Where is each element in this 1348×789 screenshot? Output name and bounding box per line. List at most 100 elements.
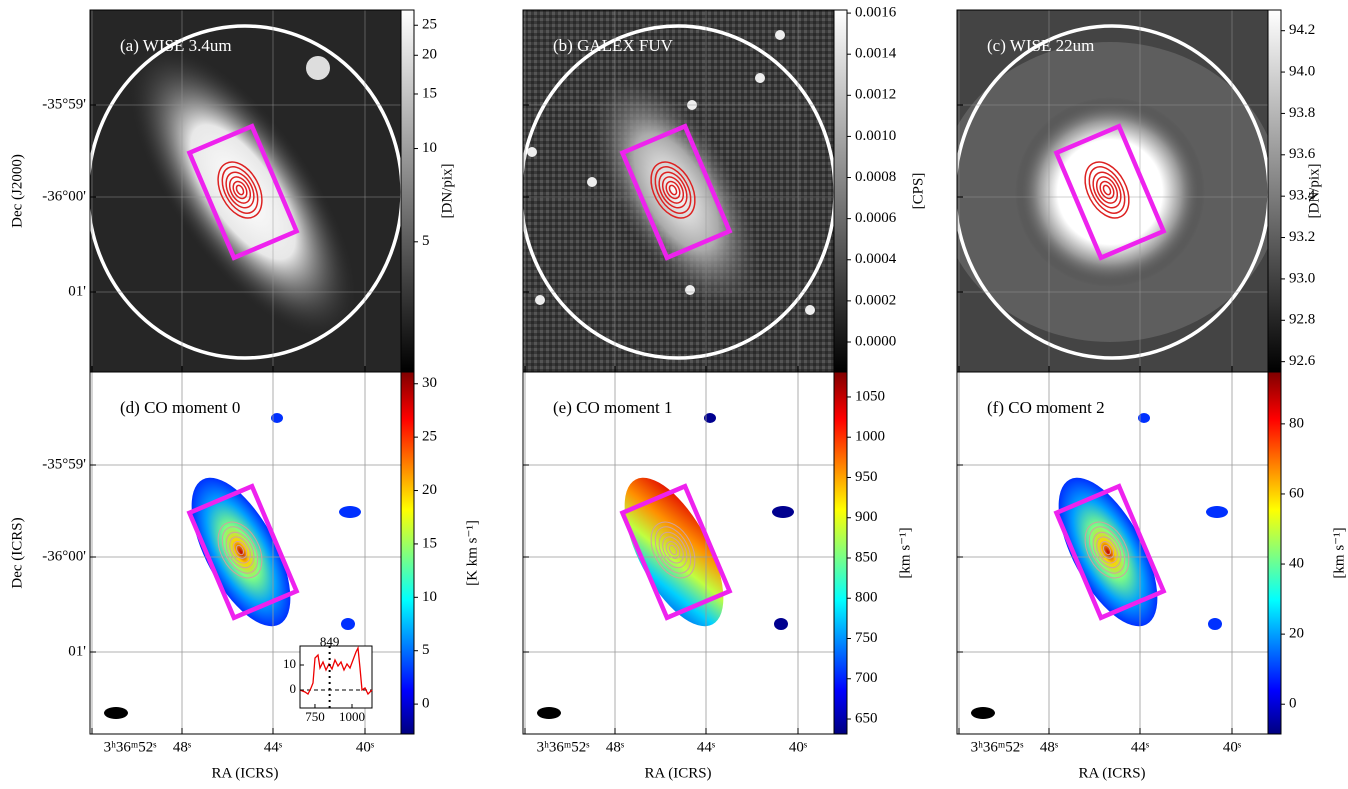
co-blob (704, 413, 716, 423)
colorbar-tick-label: 94.2 (1289, 22, 1315, 38)
colorbar-tick-label: 10 (422, 140, 437, 156)
co-blob (271, 413, 283, 423)
colorbar-tick-label: 5 (422, 642, 430, 658)
ra-tick-label: 3ʰ36ᵐ52ˢ (104, 739, 157, 755)
slit (619, 123, 733, 261)
colorbar-tick-label: 5 (422, 233, 430, 249)
contour (1084, 161, 1130, 219)
slit (186, 123, 300, 261)
x-axis-label: RA (ICRS) (211, 765, 278, 781)
inset-x-tick-label: 750 (305, 709, 325, 724)
x-axis-label: RA (ICRS) (1078, 765, 1145, 781)
ra-tick-label: 40ˢ (356, 739, 374, 755)
colorbar-tick-label: 0.0014 (855, 46, 897, 62)
co-blob (339, 506, 361, 518)
colorbar-tick-label: 0.0012 (855, 87, 896, 103)
contour (662, 536, 684, 564)
panel-title: (b) GALEX FUV (553, 36, 674, 55)
colorbar-tick-label: 750 (855, 630, 878, 646)
contour (1099, 541, 1115, 559)
colorbar-tick-label: 0.0010 (855, 128, 896, 144)
slit (1053, 123, 1167, 261)
colorbar-tick-label: 60 (1289, 485, 1304, 501)
colorbar-tick-label: 850 (855, 549, 878, 565)
contour (665, 180, 681, 200)
colorbar-tick-label: 0 (422, 696, 430, 712)
colorbar-label: [DN/pix] (1306, 164, 1322, 219)
colorbar (1267, 371, 1282, 735)
co-blob (1138, 413, 1150, 423)
contour (221, 166, 259, 214)
inset-y-tick-label: 10 (283, 656, 296, 671)
colorbar-tick-label: 0.0000 (855, 333, 896, 349)
colorbar-tick-label: 93.0 (1289, 270, 1315, 286)
contour (658, 531, 688, 569)
ra-tick-label: 48ˢ (173, 739, 191, 755)
panel-title: (d) CO moment 0 (120, 398, 240, 417)
contour (668, 544, 678, 556)
y-axis-label: Dec (J2000) (9, 154, 25, 228)
star (535, 295, 545, 305)
contour (650, 521, 696, 579)
contour (228, 176, 252, 204)
contour (225, 171, 255, 209)
aperture (957, 24, 1268, 360)
ra-tick-label: 40ˢ (789, 739, 807, 755)
contour (1088, 166, 1126, 214)
dec-tick-label: 01' (68, 643, 86, 659)
ra-tick-label: 48ˢ (1040, 739, 1058, 755)
panel-title: (e) CO moment 1 (553, 398, 672, 417)
colorbar-tick-label: 20 (422, 482, 437, 498)
contour (654, 166, 692, 214)
panel-5 (957, 372, 1268, 734)
co-blob (1208, 618, 1222, 630)
colorbar-tick-label: 0 (1289, 696, 1297, 712)
contour (1092, 531, 1122, 569)
colorbar-tick-label: 0.0004 (855, 251, 897, 267)
contour (1099, 180, 1115, 200)
star (685, 285, 695, 295)
colorbar-tick-label: 0.0016 (855, 5, 897, 21)
contour (665, 541, 681, 559)
contour (1088, 526, 1126, 574)
colorbar-tick-label: 93.2 (1289, 229, 1315, 245)
colorbar-label: [K km s⁻¹] (464, 520, 480, 586)
colorbar-tick-label: 650 (855, 710, 878, 726)
ra-tick-label: 44ˢ (264, 739, 282, 755)
panel-2 (957, 10, 1268, 372)
colorbar-label: [km s⁻¹] (897, 527, 913, 578)
contour (217, 161, 263, 219)
contour (225, 531, 255, 569)
colorbar (1267, 9, 1282, 373)
contour (654, 526, 692, 574)
colorbar-tick-label: 800 (855, 590, 878, 606)
beam (971, 707, 995, 719)
contour (661, 176, 685, 204)
dec-tick-label: 01' (68, 283, 86, 299)
panel-title: (f) CO moment 2 (987, 398, 1105, 417)
colorbar-tick-label: 93.4 (1289, 188, 1316, 204)
x-axis-label: RA (ICRS) (644, 765, 711, 781)
colorbar-tick-label: 1000 (855, 429, 885, 445)
colorbar-tick-label: 0.0006 (855, 210, 897, 226)
colorbar-tick-label: 20 (422, 47, 437, 63)
colorbar-tick-label: 40 (1289, 555, 1304, 571)
colorbar-tick-label: 0.0008 (855, 169, 896, 185)
ra-tick-label: 40ˢ (1223, 739, 1241, 755)
colorbar-tick-label: 93.8 (1289, 105, 1315, 121)
co-map (191, 477, 291, 627)
colorbar-label: [DN/pix] (439, 164, 455, 219)
contour (1102, 184, 1112, 196)
contour (1084, 521, 1130, 579)
co-blob (772, 506, 794, 518)
colorbar-tick-label: 94.0 (1289, 63, 1315, 79)
co-map (1058, 477, 1158, 627)
panel-4 (523, 372, 834, 734)
star (306, 56, 330, 80)
colorbar (833, 371, 848, 735)
panel-1 (523, 10, 834, 372)
slit (186, 483, 300, 621)
colorbar-tick-label: 30 (422, 375, 437, 391)
colorbar-label: [km s⁻¹] (1331, 527, 1347, 578)
inset-annotation: 849 (320, 634, 340, 649)
